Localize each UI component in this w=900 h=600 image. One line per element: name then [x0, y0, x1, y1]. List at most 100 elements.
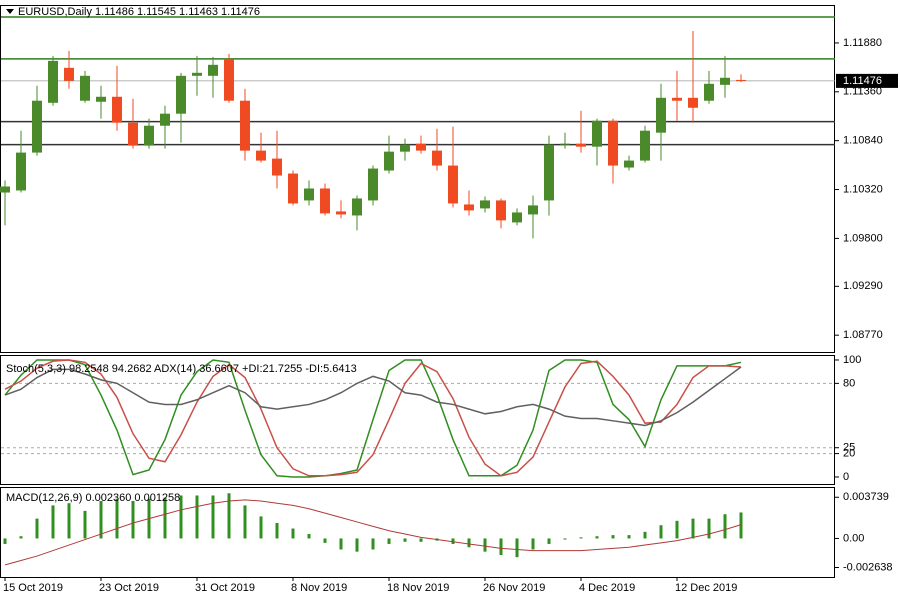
candle-body — [160, 113, 170, 126]
candle-body — [96, 96, 106, 102]
indicator-line — [4, 359, 742, 477]
candle-body — [608, 120, 618, 166]
macd-bar — [387, 538, 391, 544]
candle-body — [352, 198, 362, 216]
y-tick-label: 1.09800 — [843, 232, 883, 244]
y-tick-label: 1.08770 — [843, 329, 883, 341]
macd-bar — [691, 518, 695, 539]
macd-bar — [627, 535, 631, 539]
y-tick-label: 0.003739 — [843, 491, 889, 503]
macd-bar — [371, 538, 375, 550]
candle-body — [192, 72, 202, 76]
macd-title: MACD(12,26,9) 0.002360 0.001258 — [6, 492, 180, 504]
candle-body — [448, 165, 458, 204]
macd-bar — [563, 538, 567, 540]
candle-body — [80, 75, 90, 101]
macd-bar — [499, 538, 503, 555]
last-price-label: 1.11476 — [843, 75, 882, 87]
candle-body — [576, 143, 586, 147]
macd-bar — [307, 534, 311, 539]
candle-body — [64, 67, 74, 81]
y-tick-label: 20 — [843, 447, 855, 459]
candle-body — [48, 60, 58, 103]
indicator-line — [4, 359, 742, 478]
price-title: EURUSD,Daily 1.11486 1.11545 1.11463 1.1… — [18, 6, 260, 18]
candle-body — [560, 143, 570, 145]
macd-bar — [531, 538, 535, 550]
macd-bar — [579, 537, 583, 539]
macd-bar — [339, 538, 343, 550]
x-tick-label: 15 Oct 2019 — [3, 582, 63, 594]
macd-bar — [291, 528, 295, 539]
macd-panel — [0, 487, 835, 578]
candle-body — [688, 97, 698, 108]
candle-body — [112, 96, 122, 123]
candle-body — [176, 75, 186, 114]
macd-bar — [179, 495, 183, 539]
macd-bar — [99, 500, 103, 539]
macd-bar — [483, 538, 487, 552]
macd-bar — [659, 525, 663, 539]
candle-body — [544, 144, 554, 201]
macd-bar — [259, 516, 263, 539]
macd-bar — [643, 531, 647, 539]
x-tick-label: 12 Dec 2019 — [675, 582, 737, 594]
candle-body — [512, 212, 522, 223]
macd-bar — [19, 536, 23, 539]
macd-bar — [67, 503, 71, 539]
x-tick-label: 8 Nov 2019 — [291, 582, 347, 594]
y-tick-label: 100 — [843, 354, 861, 366]
macd-bar — [83, 510, 87, 539]
y-tick-label: 1.10320 — [843, 183, 883, 195]
macd-bar — [515, 538, 519, 558]
candle-body — [640, 130, 650, 161]
macd-bar — [739, 512, 743, 539]
candle-body — [336, 211, 346, 215]
candle-body — [400, 144, 410, 152]
macd-bar — [163, 497, 167, 539]
y-tick-label: -0.002638 — [843, 561, 893, 573]
candle-body — [528, 205, 538, 215]
macd-bar — [3, 538, 7, 544]
y-tick-label: 1.11880 — [843, 37, 882, 49]
candle-body — [128, 122, 138, 146]
macd-bar — [51, 505, 55, 539]
macd-bar — [675, 520, 679, 539]
candle-body — [672, 97, 682, 101]
candle-body — [384, 151, 394, 171]
x-tick-label: 18 Nov 2019 — [387, 582, 449, 594]
candle-body — [704, 83, 714, 101]
y-tick-label: 80 — [843, 377, 855, 389]
candle-body — [224, 58, 234, 101]
macd-bar — [707, 518, 711, 539]
macd-bar — [323, 538, 327, 543]
candle-body — [0, 186, 10, 193]
candle-body — [288, 173, 298, 204]
candle-body — [240, 100, 250, 151]
candle-body — [304, 188, 314, 201]
candle-body — [208, 64, 218, 76]
candle-body — [368, 168, 378, 201]
macd-bar — [275, 523, 279, 539]
macd-bar — [547, 538, 551, 544]
candle-body — [32, 100, 42, 153]
x-tick-label: 4 Dec 2019 — [579, 582, 635, 594]
stoch-panel — [0, 355, 835, 485]
macd-bar — [35, 518, 39, 539]
macd-bar — [451, 538, 455, 544]
macd-bar — [243, 505, 247, 539]
macd-bar — [355, 538, 359, 552]
candle-body — [144, 125, 154, 146]
last-price-box — [836, 73, 898, 88]
y-tick-label: 25 — [843, 442, 855, 454]
macd-bar — [131, 500, 135, 539]
candle-body — [464, 204, 474, 211]
candle-body — [320, 188, 330, 214]
candle-body — [624, 160, 634, 168]
macd-bar — [227, 493, 231, 539]
macd-bar — [403, 538, 407, 542]
macd-bar — [211, 495, 215, 539]
menu-arrow[interactable] — [6, 9, 14, 14]
macd-bar — [467, 538, 471, 548]
